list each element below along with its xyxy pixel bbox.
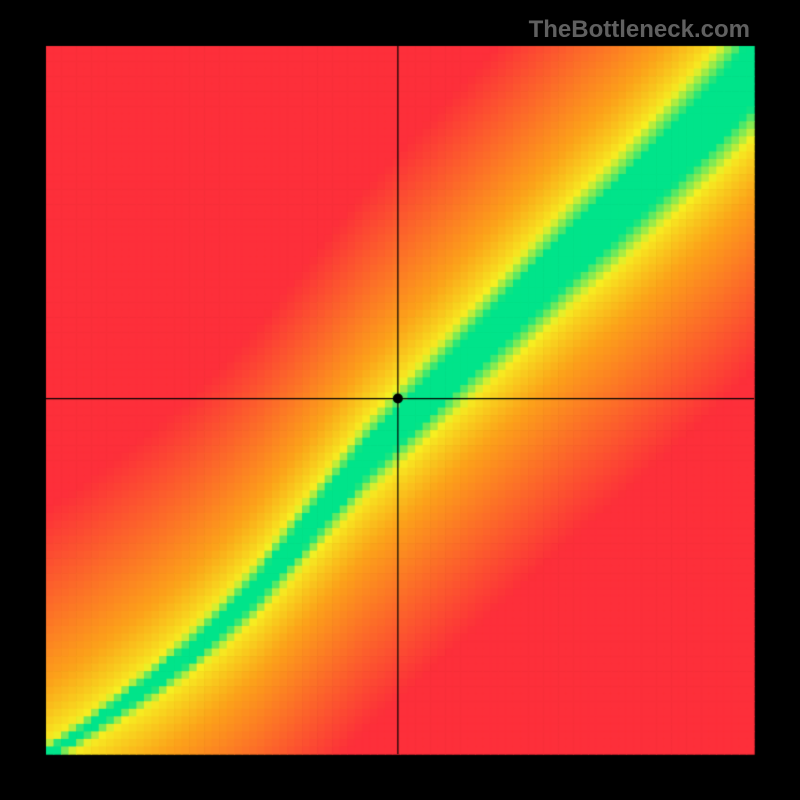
watermark-text: TheBottleneck.com [529,16,750,44]
bottleneck-heatmap [0,0,800,800]
